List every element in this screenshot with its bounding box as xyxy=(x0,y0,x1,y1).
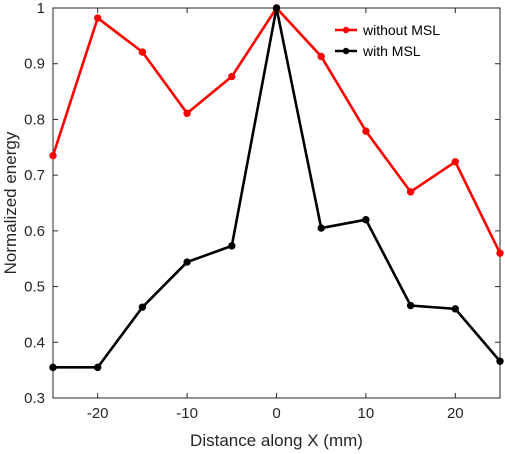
y-tick-label: 0.9 xyxy=(24,56,45,73)
data-point xyxy=(49,363,57,372)
y-tick-label: 0.4 xyxy=(24,334,45,351)
y-tick-label: 1 xyxy=(37,0,45,17)
data-point xyxy=(228,242,236,250)
data-point xyxy=(451,158,459,166)
y-axis-title: Normalized energy xyxy=(1,131,20,274)
x-tick-label: -10 xyxy=(176,405,198,422)
axes: -20 -10 0 10 20 0.3 0.4 0.5 0.6 0.7 0.8 0.9 1 xyxy=(24,0,501,422)
legend-label: without MSL xyxy=(362,22,440,38)
y-tick-label: 0.6 xyxy=(24,223,45,240)
legend-swatch-marker xyxy=(342,26,350,34)
data-point xyxy=(496,249,504,257)
x-axis-title: Distance along X (mm) xyxy=(190,431,363,450)
x-tick-label: 0 xyxy=(272,405,280,422)
data-point xyxy=(496,357,504,365)
data-point xyxy=(362,127,370,135)
data-point xyxy=(228,72,236,81)
y-tick-label: 0.8 xyxy=(24,111,45,128)
x-tick-label: -20 xyxy=(87,405,109,422)
data-point xyxy=(451,305,459,313)
data-point xyxy=(406,188,415,196)
y-tick-label: 0.3 xyxy=(24,390,45,407)
legend-item: without MSL xyxy=(335,22,440,38)
data-point xyxy=(138,48,147,56)
x-tick-label: 10 xyxy=(358,405,375,422)
data-point xyxy=(138,303,147,311)
legend-label: with MSL xyxy=(362,43,421,59)
data-point xyxy=(272,4,281,12)
data-point xyxy=(94,14,102,22)
series-group xyxy=(49,4,504,372)
y-tick-label: 0.5 xyxy=(24,279,45,296)
data-point xyxy=(317,52,325,61)
legend-item: with MSL xyxy=(335,43,421,59)
data-point xyxy=(317,224,325,232)
x-tick-label: 20 xyxy=(447,405,464,422)
y-tick-label: 0.7 xyxy=(24,167,45,184)
data-point xyxy=(362,216,370,224)
data-point xyxy=(183,109,191,118)
series-with-msl xyxy=(49,4,504,372)
data-point xyxy=(94,363,102,372)
data-point xyxy=(49,151,57,160)
data-point xyxy=(406,301,415,310)
legend-swatch-marker xyxy=(342,47,350,55)
data-point xyxy=(183,258,191,266)
legend: without MSL with MSL xyxy=(335,22,440,59)
